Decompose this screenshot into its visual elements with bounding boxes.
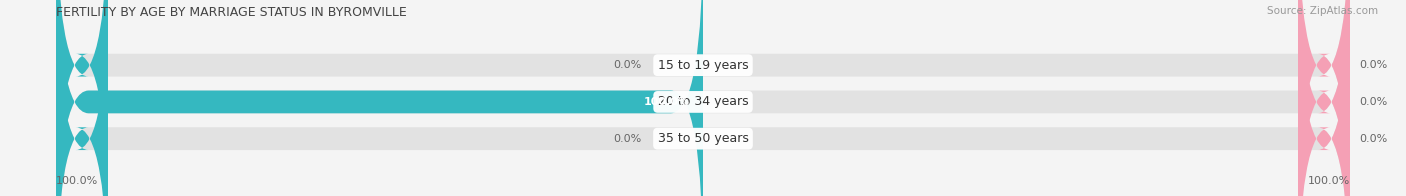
FancyBboxPatch shape [56,0,1350,196]
FancyBboxPatch shape [1298,0,1350,196]
FancyBboxPatch shape [56,0,108,196]
FancyBboxPatch shape [1298,0,1350,196]
FancyBboxPatch shape [56,0,108,196]
FancyBboxPatch shape [1298,0,1350,196]
Text: 0.0%: 0.0% [1360,97,1388,107]
Text: 0.0%: 0.0% [1360,134,1388,144]
Text: Source: ZipAtlas.com: Source: ZipAtlas.com [1267,6,1378,16]
Text: FERTILITY BY AGE BY MARRIAGE STATUS IN BYROMVILLE: FERTILITY BY AGE BY MARRIAGE STATUS IN B… [56,6,406,19]
Text: 100.0%: 100.0% [1308,176,1350,186]
Text: 15 to 19 years: 15 to 19 years [658,59,748,72]
Text: 0.0%: 0.0% [613,60,641,70]
FancyBboxPatch shape [56,0,703,196]
Text: 100.0%: 100.0% [644,97,690,107]
FancyBboxPatch shape [56,0,1350,196]
Text: 0.0%: 0.0% [613,134,641,144]
FancyBboxPatch shape [56,0,1350,196]
Text: 35 to 50 years: 35 to 50 years [658,132,748,145]
Text: 20 to 34 years: 20 to 34 years [658,95,748,108]
Text: 0.0%: 0.0% [1360,60,1388,70]
Text: 100.0%: 100.0% [56,176,98,186]
